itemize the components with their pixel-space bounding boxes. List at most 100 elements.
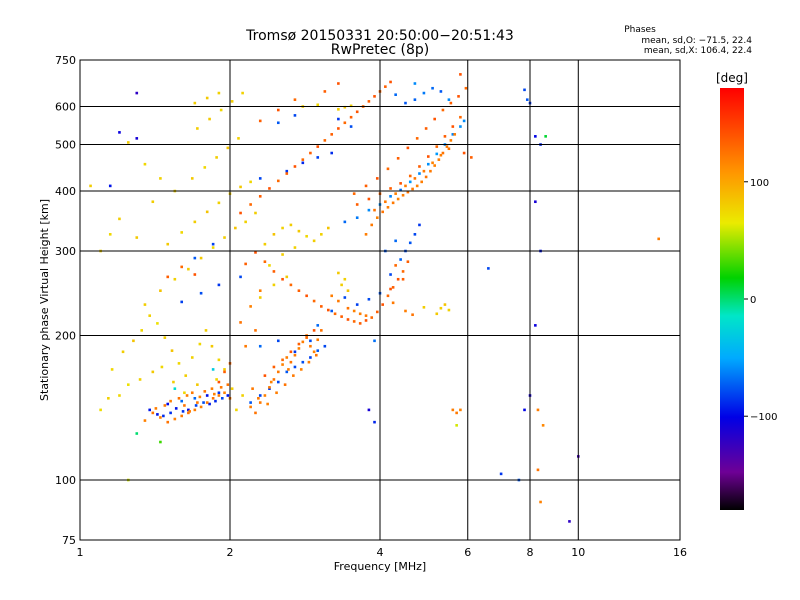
data-point: [389, 195, 392, 198]
data-point: [389, 187, 392, 190]
data-point: [386, 205, 390, 209]
data-point: [323, 139, 327, 142]
data-point: [441, 108, 445, 112]
data-point: [239, 185, 242, 189]
data-point: [272, 365, 276, 369]
data-points-layer: [89, 73, 660, 523]
data-point: [406, 190, 410, 194]
y-tick-label: 500: [55, 139, 76, 152]
data-point: [386, 167, 390, 171]
data-point: [431, 86, 434, 90]
data-point: [211, 246, 215, 249]
data-point: [283, 383, 287, 386]
data-point: [254, 251, 257, 254]
data-point: [401, 193, 405, 197]
data-point: [422, 91, 426, 95]
data-point: [293, 365, 297, 369]
data-point: [293, 353, 297, 357]
data-point: [226, 394, 230, 397]
data-point: [156, 413, 159, 416]
data-point: [237, 137, 240, 140]
data-point: [249, 401, 252, 404]
data-point: [327, 308, 330, 312]
data-point: [415, 184, 419, 188]
data-point: [337, 117, 340, 121]
data-point: [193, 220, 197, 224]
data-point: [188, 410, 191, 413]
data-point: [459, 125, 462, 128]
data-point: [181, 410, 185, 413]
data-point: [422, 306, 426, 309]
data-point: [536, 468, 540, 472]
data-point: [330, 133, 334, 136]
data-point: [305, 336, 308, 339]
data-point: [208, 117, 211, 121]
data-point: [320, 233, 323, 236]
data-point: [459, 408, 462, 412]
data-point: [156, 322, 159, 325]
data-point: [381, 303, 384, 306]
data-point: [217, 358, 221, 362]
x-axis-ticks: 1 2 4 6 8 10 16: [77, 546, 688, 559]
data-point: [281, 277, 284, 281]
data-point: [268, 264, 271, 267]
x-tick-label: 10: [571, 546, 585, 559]
data-point: [272, 378, 276, 381]
data-point: [210, 344, 214, 348]
data-point: [230, 387, 234, 390]
data-point: [391, 301, 395, 305]
colorbar: [720, 88, 744, 510]
data-point: [312, 329, 316, 332]
data-point: [439, 90, 443, 93]
data-point: [187, 408, 190, 412]
data-point: [367, 100, 371, 103]
data-point: [202, 401, 205, 404]
data-point: [276, 380, 280, 384]
data-point: [462, 151, 466, 155]
data-point: [275, 391, 278, 395]
data-point: [309, 344, 312, 348]
data-point: [89, 184, 92, 188]
x-tick-label: 6: [464, 546, 471, 559]
chart-subtitle: RwPretec (8p): [331, 42, 429, 58]
data-point: [346, 306, 350, 310]
data-point: [143, 303, 147, 306]
data-point: [437, 158, 441, 161]
data-point: [183, 404, 186, 407]
data-point: [404, 184, 407, 188]
data-point: [257, 397, 260, 400]
data-point: [173, 277, 177, 281]
data-point: [320, 329, 323, 332]
data-point: [205, 394, 209, 397]
data-point: [337, 127, 340, 130]
data-point: [459, 73, 462, 76]
data-point: [217, 91, 221, 95]
y-tick-label: 300: [55, 245, 76, 258]
data-point: [401, 270, 405, 273]
data-point: [301, 360, 305, 364]
data-point: [391, 286, 395, 289]
data-point: [199, 405, 203, 409]
data-point: [214, 399, 217, 403]
data-point: [193, 101, 197, 105]
data-point: [343, 121, 347, 125]
data-point: [367, 208, 371, 212]
data-point: [441, 151, 445, 155]
colorbar-tick-label: 100: [750, 178, 769, 189]
data-point: [312, 239, 316, 243]
data-point: [314, 353, 318, 357]
data-point: [108, 233, 112, 236]
data-point: [534, 135, 537, 138]
data-point: [343, 277, 347, 281]
data-point: [327, 226, 330, 230]
legend-title: Phases: [624, 25, 656, 35]
data-point: [110, 368, 114, 371]
data-point: [420, 180, 423, 184]
data-point: [177, 397, 181, 400]
data-point: [211, 242, 215, 246]
data-point: [187, 267, 190, 271]
data-point: [148, 408, 152, 412]
data-point: [285, 275, 289, 279]
data-point: [254, 211, 257, 215]
data-point: [433, 117, 436, 121]
